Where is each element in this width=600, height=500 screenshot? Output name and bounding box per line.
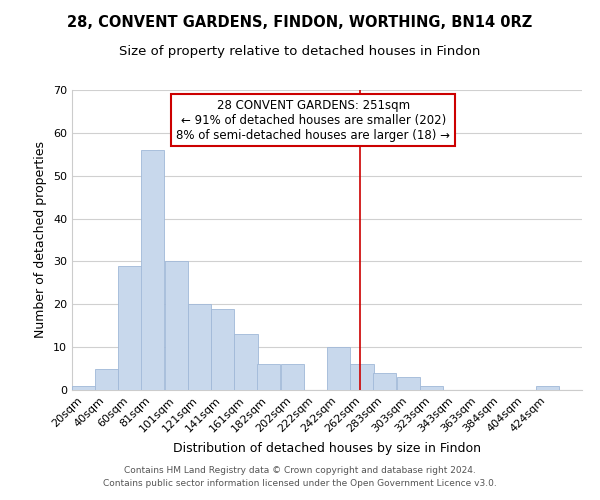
Bar [188, 304, 211, 390]
Bar [397, 377, 420, 390]
Bar [72, 386, 95, 390]
Text: 28, CONVENT GARDENS, FINDON, WORTHING, BN14 0RZ: 28, CONVENT GARDENS, FINDON, WORTHING, B… [67, 15, 533, 30]
Bar [118, 266, 142, 390]
X-axis label: Distribution of detached houses by size in Findon: Distribution of detached houses by size … [173, 442, 481, 455]
Bar [141, 150, 164, 390]
Bar [327, 347, 350, 390]
Text: Size of property relative to detached houses in Findon: Size of property relative to detached ho… [119, 45, 481, 58]
Bar [95, 368, 118, 390]
Bar [211, 308, 234, 390]
Bar [281, 364, 304, 390]
Bar [373, 373, 396, 390]
Bar [257, 364, 280, 390]
Text: 28 CONVENT GARDENS: 251sqm
← 91% of detached houses are smaller (202)
8% of semi: 28 CONVENT GARDENS: 251sqm ← 91% of deta… [176, 98, 450, 142]
Bar [420, 386, 443, 390]
Bar [536, 386, 559, 390]
Bar [234, 334, 258, 390]
Text: Contains HM Land Registry data © Crown copyright and database right 2024.
Contai: Contains HM Land Registry data © Crown c… [103, 466, 497, 487]
Y-axis label: Number of detached properties: Number of detached properties [34, 142, 47, 338]
Bar [165, 262, 188, 390]
Bar [350, 364, 374, 390]
